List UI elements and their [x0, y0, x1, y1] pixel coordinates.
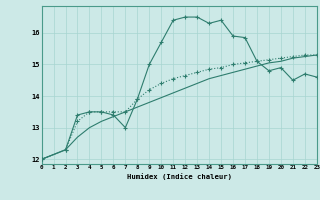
X-axis label: Humidex (Indice chaleur): Humidex (Indice chaleur) [127, 173, 232, 180]
